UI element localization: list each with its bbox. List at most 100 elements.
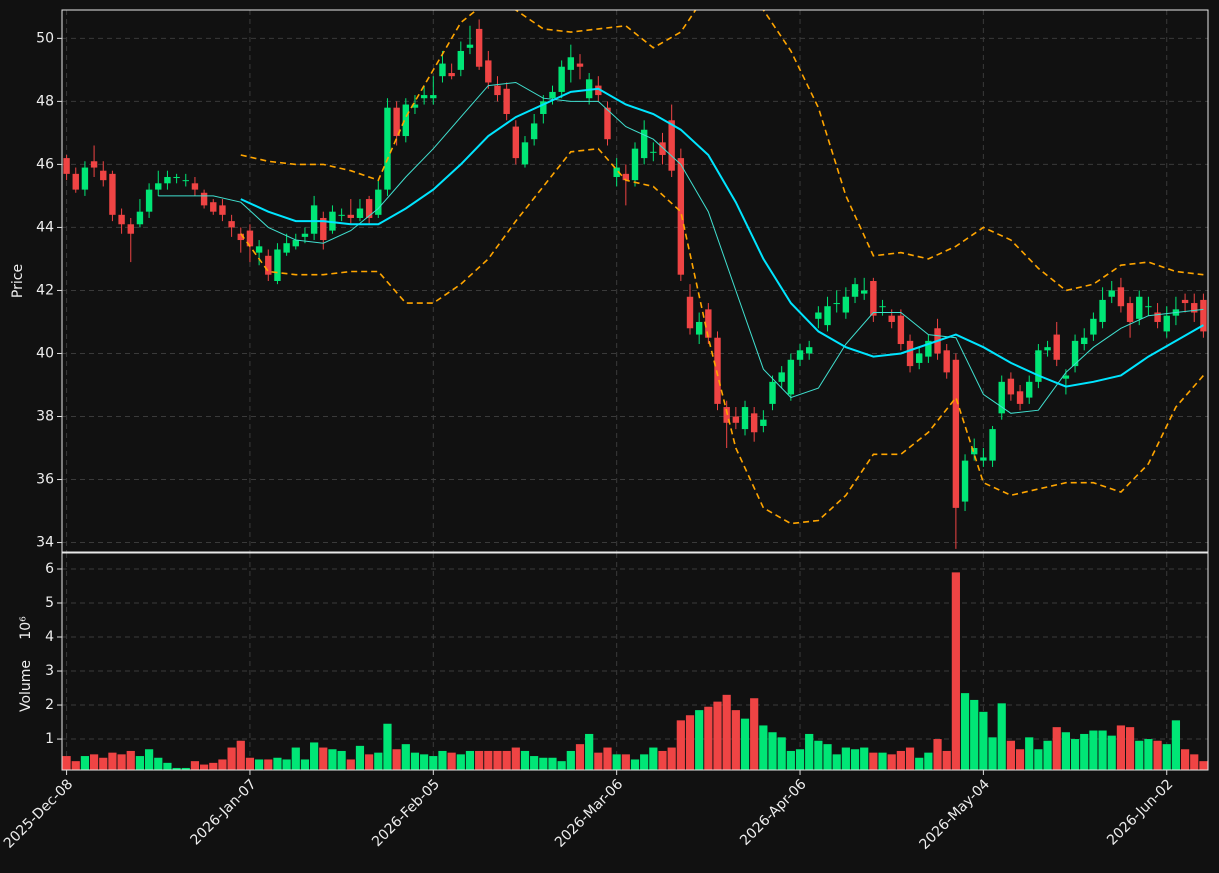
volume-bar bbox=[99, 757, 108, 770]
candle-body bbox=[576, 63, 584, 67]
volume-bar bbox=[869, 752, 878, 770]
y-tick-label: 6 bbox=[45, 561, 54, 577]
volume-bar bbox=[291, 747, 300, 770]
candle-body bbox=[494, 85, 501, 96]
volume-bar bbox=[850, 749, 860, 770]
candle-body bbox=[805, 347, 813, 354]
volume-bar bbox=[1107, 735, 1116, 770]
candle-body bbox=[145, 189, 153, 212]
volume-bar bbox=[144, 749, 154, 770]
volume-bar bbox=[245, 757, 255, 770]
candle-body bbox=[109, 173, 116, 215]
volume-bar bbox=[255, 759, 264, 770]
candle-body bbox=[851, 284, 859, 297]
volume-bar bbox=[704, 706, 713, 770]
candle-body bbox=[824, 306, 831, 326]
candle-body bbox=[100, 170, 107, 181]
volume-bar bbox=[1190, 754, 1199, 770]
candle-body bbox=[402, 104, 409, 137]
volume-bar bbox=[181, 767, 190, 770]
candle-body bbox=[329, 211, 336, 231]
candle-body bbox=[659, 142, 666, 155]
candle-body bbox=[1163, 315, 1170, 332]
candle-body bbox=[411, 104, 419, 108]
candle-body bbox=[301, 233, 309, 237]
candle-body bbox=[173, 177, 180, 179]
volume-bar bbox=[484, 750, 493, 770]
volume-bar bbox=[1135, 740, 1144, 770]
candle-body bbox=[640, 129, 648, 159]
candle-body bbox=[512, 126, 520, 159]
volume-bar bbox=[594, 752, 603, 770]
candle-body bbox=[604, 107, 611, 140]
candle-body bbox=[842, 296, 850, 313]
candle-body bbox=[191, 183, 199, 190]
volume-bar bbox=[355, 745, 365, 770]
volume-bar bbox=[795, 749, 805, 770]
volume-bar bbox=[401, 744, 410, 770]
volume-bar bbox=[520, 750, 530, 770]
candle-body bbox=[1108, 290, 1115, 297]
price-frame bbox=[61, 9, 1209, 553]
volume-bar bbox=[832, 754, 841, 770]
grid-layer bbox=[62, 10, 1208, 770]
volume-bar bbox=[548, 757, 557, 770]
candle-body bbox=[916, 353, 923, 363]
volume-frame bbox=[61, 552, 1209, 771]
candle-body bbox=[127, 224, 134, 234]
candle-body bbox=[1200, 299, 1207, 332]
candle-body bbox=[1117, 287, 1125, 307]
volume-bar bbox=[988, 737, 997, 770]
candle-body bbox=[925, 340, 932, 357]
volume-bar bbox=[942, 750, 951, 770]
candle-body bbox=[650, 151, 657, 153]
overlay-layer bbox=[158, 10, 1205, 525]
volume-bar bbox=[328, 749, 337, 770]
volume-bar bbox=[621, 754, 630, 770]
y-tick-label: 36 bbox=[36, 472, 54, 488]
x-tick-label: 2026-Apr-06 bbox=[737, 776, 810, 849]
candle-body bbox=[897, 315, 905, 345]
candle-body bbox=[567, 57, 575, 70]
y-tick-label: 34 bbox=[36, 535, 54, 551]
candle-body bbox=[265, 255, 272, 275]
x-tick-label: 2026-Mar-06 bbox=[552, 776, 626, 850]
volume-bar bbox=[1144, 739, 1153, 770]
candle-body bbox=[1016, 391, 1024, 404]
volume-bar bbox=[1153, 740, 1162, 770]
candle-body bbox=[475, 28, 483, 67]
volume-bar bbox=[630, 759, 640, 770]
candle-body bbox=[1154, 312, 1161, 322]
candle-body bbox=[255, 246, 263, 253]
candle-body bbox=[989, 429, 996, 461]
volume-bar bbox=[1006, 740, 1015, 770]
x-tick-label: 2026-Jan-07 bbox=[188, 776, 260, 848]
candle-body bbox=[118, 214, 125, 225]
volume-bar bbox=[117, 754, 126, 770]
y-tick-label: 44 bbox=[36, 219, 54, 235]
volume-bar bbox=[823, 744, 832, 770]
volume-bar bbox=[640, 754, 649, 770]
candle-body bbox=[365, 199, 373, 218]
volume-bar bbox=[1125, 727, 1135, 770]
candle-body bbox=[769, 381, 776, 404]
candle-body bbox=[274, 249, 281, 281]
volume-bar bbox=[273, 757, 282, 770]
volume-bar bbox=[383, 723, 392, 770]
volume-bar bbox=[475, 750, 484, 770]
candle-body bbox=[677, 158, 685, 275]
candle-body bbox=[971, 448, 978, 455]
x-tick-label: 2026-Jun-02 bbox=[1104, 776, 1176, 848]
y-tick-label: 3 bbox=[45, 663, 54, 679]
candle-body bbox=[237, 233, 244, 241]
candle-body bbox=[246, 230, 254, 247]
volume-bar bbox=[511, 747, 520, 770]
volume-bar bbox=[860, 747, 869, 770]
volume-bar bbox=[1052, 727, 1061, 770]
volume-bar bbox=[1180, 749, 1190, 770]
volume-bar bbox=[218, 759, 227, 770]
volume-bar bbox=[1034, 749, 1043, 770]
candle-body bbox=[356, 208, 364, 218]
candle-body bbox=[200, 192, 208, 206]
volume-offset-label: 10⁶ bbox=[18, 616, 34, 640]
